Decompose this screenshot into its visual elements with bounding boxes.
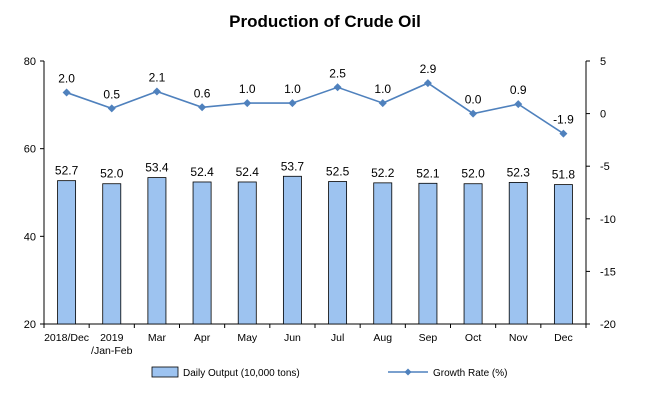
- x-tick-label: Sep: [419, 332, 438, 344]
- bar: [508, 182, 528, 325]
- x-tick-label: Mar: [148, 332, 167, 344]
- line-data-label: 2.9: [420, 62, 437, 76]
- bar-data-label: 52.0: [461, 167, 485, 181]
- growth-rate-point: [333, 83, 342, 92]
- bar: [192, 181, 212, 325]
- bar: [553, 184, 573, 325]
- legend-line-marker: [404, 368, 412, 376]
- bar-data-label: 52.4: [236, 165, 260, 179]
- line-data-label: 1.0: [284, 82, 301, 96]
- y-right-tick-label: -5: [600, 161, 610, 173]
- x-tick-label: 2019: [100, 332, 124, 344]
- bar-data-label: 52.5: [326, 165, 350, 179]
- growth-rate-point: [152, 87, 161, 96]
- line-data-label: 0.5: [103, 87, 120, 101]
- y-right-tick-label: 0: [600, 109, 606, 121]
- line-data-label: 2.0: [58, 72, 75, 86]
- growth-rate-point: [378, 99, 387, 108]
- x-tick-label: Jul: [331, 332, 344, 344]
- x-tick-label: Oct: [465, 332, 481, 344]
- bar-data-label: 52.3: [507, 165, 531, 179]
- bar: [463, 183, 483, 325]
- x-tick-label: Jun: [284, 332, 301, 344]
- x-tick-label: May: [237, 332, 258, 344]
- bar-data-label: 52.4: [190, 165, 214, 179]
- bar: [237, 181, 257, 325]
- y-right-tick-label: -15: [600, 266, 616, 278]
- bar: [282, 175, 302, 325]
- x-tick-label: Aug: [373, 332, 392, 344]
- legend-bar-swatch: [151, 366, 179, 378]
- line-data-label: -1.9: [553, 113, 574, 127]
- line-data-label: 1.0: [374, 82, 391, 96]
- bar: [328, 181, 348, 325]
- line-data-label: 0.9: [510, 83, 527, 97]
- bar: [418, 182, 438, 325]
- x-tick-label: Dec: [554, 332, 573, 344]
- growth-rate-line: [66, 82, 564, 135]
- bar: [102, 183, 122, 325]
- legend-bar-label: Daily Output (10,000 tons): [183, 368, 300, 379]
- growth-rate-point: [243, 99, 252, 108]
- y-left-tick-label: 40: [24, 231, 36, 243]
- growth-rate-point: [107, 104, 116, 113]
- line-data-label: 0.6: [194, 86, 211, 100]
- y-left-tick-label: 20: [24, 319, 36, 331]
- chart-title: Production of Crude Oil: [229, 12, 421, 31]
- line-data-label: 0.0: [465, 93, 482, 107]
- bar-data-label: 52.0: [100, 167, 124, 181]
- y-left-tick-label: 60: [24, 144, 36, 156]
- y-right-tick-label: -10: [600, 214, 616, 226]
- growth-rate-point: [559, 129, 568, 138]
- x-tick-label: Nov: [509, 332, 528, 344]
- bar-data-label: 51.8: [552, 168, 576, 182]
- bar-data-label: 53.4: [145, 161, 169, 175]
- bar: [57, 180, 77, 325]
- x-tick-label: /Jan-Feb: [91, 345, 133, 357]
- growth-rate-point: [514, 100, 523, 109]
- x-tick-label: Apr: [194, 332, 211, 344]
- bar-data-label: 52.2: [371, 166, 395, 180]
- line-data-label: 2.1: [149, 71, 166, 85]
- growth-rate-point: [62, 88, 71, 97]
- bar-data-label: 52.7: [55, 164, 79, 178]
- bar-data-label: 52.1: [416, 166, 440, 180]
- x-tick-label: 2018/Dec: [44, 332, 89, 344]
- y-left-tick-label: 80: [24, 56, 36, 68]
- y-right-tick-label: -20: [600, 319, 616, 331]
- bar: [147, 177, 167, 325]
- line-data-label: 2.5: [329, 66, 346, 80]
- growth-rate-point: [469, 109, 478, 118]
- y-right-tick-label: 5: [600, 56, 606, 68]
- growth-rate-point: [198, 103, 207, 112]
- growth-rate-point: [423, 79, 432, 88]
- bar: [373, 182, 393, 325]
- bar-data-label: 53.7: [281, 159, 305, 173]
- growth-rate-point: [288, 99, 297, 108]
- line-data-label: 1.0: [239, 82, 256, 96]
- legend-line-label: Growth Rate (%): [433, 368, 507, 379]
